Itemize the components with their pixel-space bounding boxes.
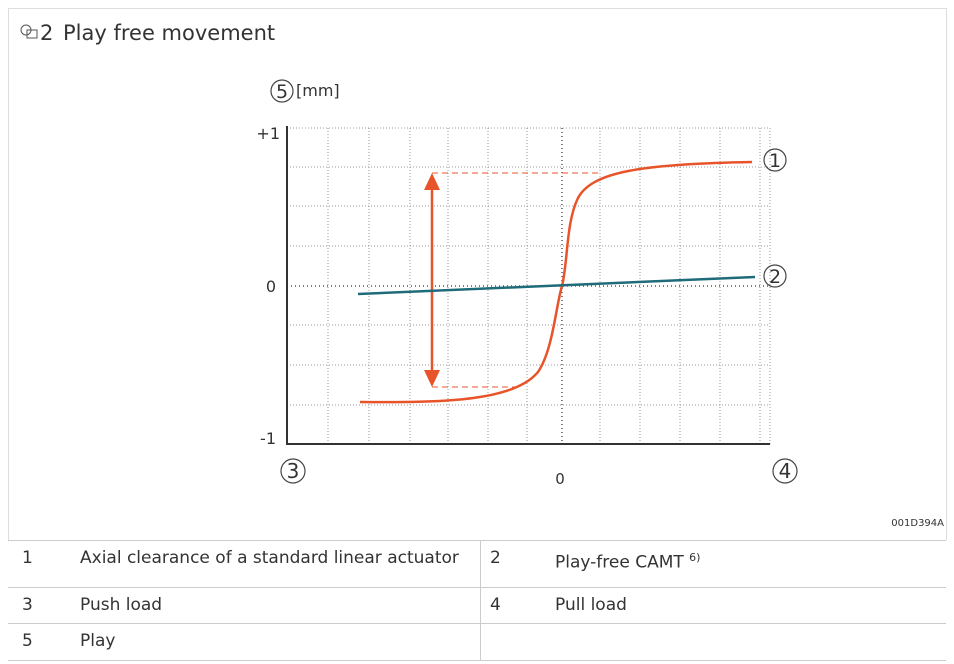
table-cell: 1 (22, 548, 33, 568)
y-top-label: +1 (256, 124, 280, 143)
table-cell: Play-free CAMT 6) (555, 549, 700, 572)
table-lines (8, 540, 946, 661)
x-right-marker: 4 (779, 459, 792, 483)
y-bottom-label: -1 (260, 429, 276, 448)
x-zero-label: 0 (555, 470, 565, 488)
circle-markers (270, 79, 798, 484)
curve-label: 2 (769, 266, 781, 288)
curve-label: 1 (769, 150, 781, 172)
x-left-marker: 3 (287, 459, 300, 483)
grid (287, 127, 771, 444)
table-cell: 4 (490, 595, 501, 615)
cell-text: Play-free CAMT (555, 552, 684, 573)
table-cell: Axial clearance of a standard linear act… (80, 548, 459, 568)
zero-axes (287, 128, 770, 444)
y-marker: 5 (276, 81, 288, 103)
footnote-ref: 6) (689, 551, 701, 564)
table-cell: Pull load (555, 595, 627, 615)
table-cell: Play (80, 631, 116, 651)
curve-standard (359, 160, 753, 404)
y-zero-label: 0 (266, 277, 276, 296)
table-cell: Push load (80, 595, 163, 615)
table-cell: 2 (490, 548, 501, 568)
figure-code: 001D394A (891, 518, 944, 529)
table-cell: 5 (22, 631, 33, 651)
frame (8, 8, 947, 540)
table-cell: 3 (22, 595, 33, 615)
figure-icon (20, 24, 38, 39)
figure-title: Play free movement (63, 21, 275, 45)
play-guides (432, 172, 600, 388)
figure-number: 2 (40, 21, 53, 45)
curve-camt (357, 275, 756, 296)
y-unit: [mm] (296, 81, 340, 100)
